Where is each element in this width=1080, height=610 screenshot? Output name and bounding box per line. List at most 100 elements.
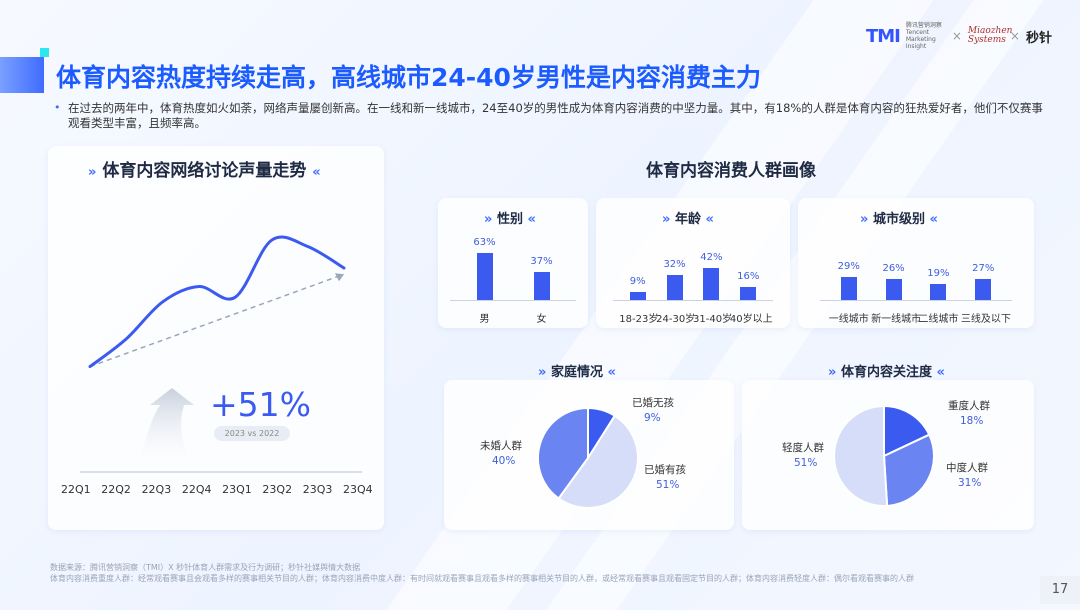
bar-baseline [613,300,773,301]
x-tick-label: 23Q1 [222,483,252,496]
bar-category-label: 二线城市 [918,314,959,325]
bar-value-label: 26% [882,263,905,275]
miaozhen-logo: Miaozhen Systems [967,26,1013,45]
footer-source: 数据来源：腾讯营销洞察（TMI）X 秒针体育人群需求及行为调研；秒针社媒舆情大数… [50,563,361,572]
pie-value-label: 31% [958,477,982,489]
pie-chart-title-text: 家庭情况 [550,365,603,380]
x-tick-label: 23Q2 [262,483,293,496]
chevrons-left-icon: « [522,212,536,227]
bar-category-label: 40岁以上 [729,314,773,325]
bar-category-label: 新一线城市 [871,314,922,325]
pie-slice [883,404,931,458]
bar-chart-title-text: 城市级别 [872,212,925,227]
chevrons-right-icon: » [828,365,841,380]
chevrons-left-icon: « [924,212,938,227]
bar [975,278,992,300]
pie-category-label: 已婚无孩 [632,397,674,409]
pie-category-label: 已婚有孩 [644,464,686,476]
bar-value-label: 16% [737,270,760,282]
trend-section-title: » 体育内容网络讨论声量走势 « [88,161,321,181]
trend-panel [48,146,384,530]
bar-category-label: 31-40岁 [693,314,733,325]
logo-separator: × [1009,29,1020,43]
pie-value-label: 51% [794,457,818,469]
bar [476,253,493,300]
trend-arrowhead-icon [335,273,344,282]
bar [840,277,857,300]
pie-slice [833,404,889,507]
pie-slice [882,433,935,507]
pie-value-label: 9% [644,412,661,424]
pie-value-label: 40% [492,455,516,467]
pie-category-label: 轻度人群 [782,442,824,454]
x-tick-label: 23Q4 [343,483,373,496]
bar-baseline [820,300,1012,301]
pie-value-label: 51% [656,479,680,491]
tmi-logo: TMI [865,25,901,47]
bullet-icon: • [54,101,61,114]
chevrons-left-icon: « [700,212,714,227]
x-tick-label: 22Q4 [181,483,212,496]
bar [629,291,646,300]
chevrons-right-icon: » [88,165,97,180]
age-panel [596,198,790,328]
bar [885,279,902,300]
title-accent-square [40,48,49,57]
page-description: 在过去的两年中，体育热度如火如荼，网络声量屡创新高。在一线和新一线城市，24至4… [68,101,1043,130]
chevrons-right-icon: » [662,212,675,227]
bar-value-label: 37% [530,255,553,267]
trend-dashed-line [89,273,345,368]
logo-separator: × [951,29,962,43]
page-number: 17 [1040,576,1080,604]
bar-chart-title: » 性别 « [484,208,536,227]
bar-category-label: 18-23岁 [619,314,659,325]
bar [930,284,947,300]
chevrons-right-icon: » [860,212,873,227]
bar-value-label: 32% [663,259,686,271]
bar-category-label: 24-30岁 [656,314,696,325]
chevrons-right-icon: » [484,212,497,227]
pie-value-label: 18% [960,415,984,427]
x-tick-label: 23Q3 [302,483,333,496]
pie-slice [537,406,589,500]
footer-definition: 体育内容消费重度人群：经常观看赛事且会观看多样的赛事相关节目的人群；体育内容消费… [50,574,914,583]
chevrons-left-icon: « [312,165,321,180]
pie-chart-title-text: 体育内容关注度 [840,365,932,380]
chevrons-left-icon: « [602,365,616,380]
bar-chart-title-text: 年龄 [674,212,701,227]
bar [703,268,720,300]
pie-category-label: 重度人群 [948,400,990,412]
bar [740,286,757,300]
chevrons-right-icon: » [538,365,551,380]
x-tick-label: 22Q3 [141,483,172,496]
pie-chart-title: » 家庭情况 « [538,361,616,380]
bar-category-label: 一线城市 [828,314,869,325]
page-title: 体育内容热度持续走高，高线城市24-40岁男性是内容消费主力 [56,63,761,92]
bar-value-label: 42% [700,252,723,263]
bar [533,271,550,300]
bar-value-label: 63% [473,237,496,248]
title-accent-bar [0,57,44,93]
pie-chart-title: » 体育内容关注度 « [828,361,945,380]
city-panel [798,198,1034,328]
portrait-section-title: 体育内容消费人群画像 [646,161,816,181]
bar-category-label: 女 [536,314,547,325]
pie-slice [557,414,639,509]
bar-chart-title-text: 性别 [496,212,523,227]
bar-chart-title: » 城市级别 « [860,208,938,227]
bar-chart-title: » 年龄 « [662,208,714,227]
bar-baseline [450,300,576,301]
bar-category-label: 三线及以下 [960,314,1011,325]
trend-series-line [88,235,346,369]
bar-value-label: 27% [972,262,995,274]
growth-note: 2023 vs 2022 [214,426,290,441]
bar [666,275,683,300]
bar-value-label: 29% [837,261,860,273]
x-tick-label: 22Q2 [101,483,131,496]
x-tick-label: 22Q1 [61,483,91,496]
pie-category-label: 未婚人群 [480,440,522,452]
pie-category-label: 中度人群 [946,462,988,474]
gender-panel [438,198,588,328]
